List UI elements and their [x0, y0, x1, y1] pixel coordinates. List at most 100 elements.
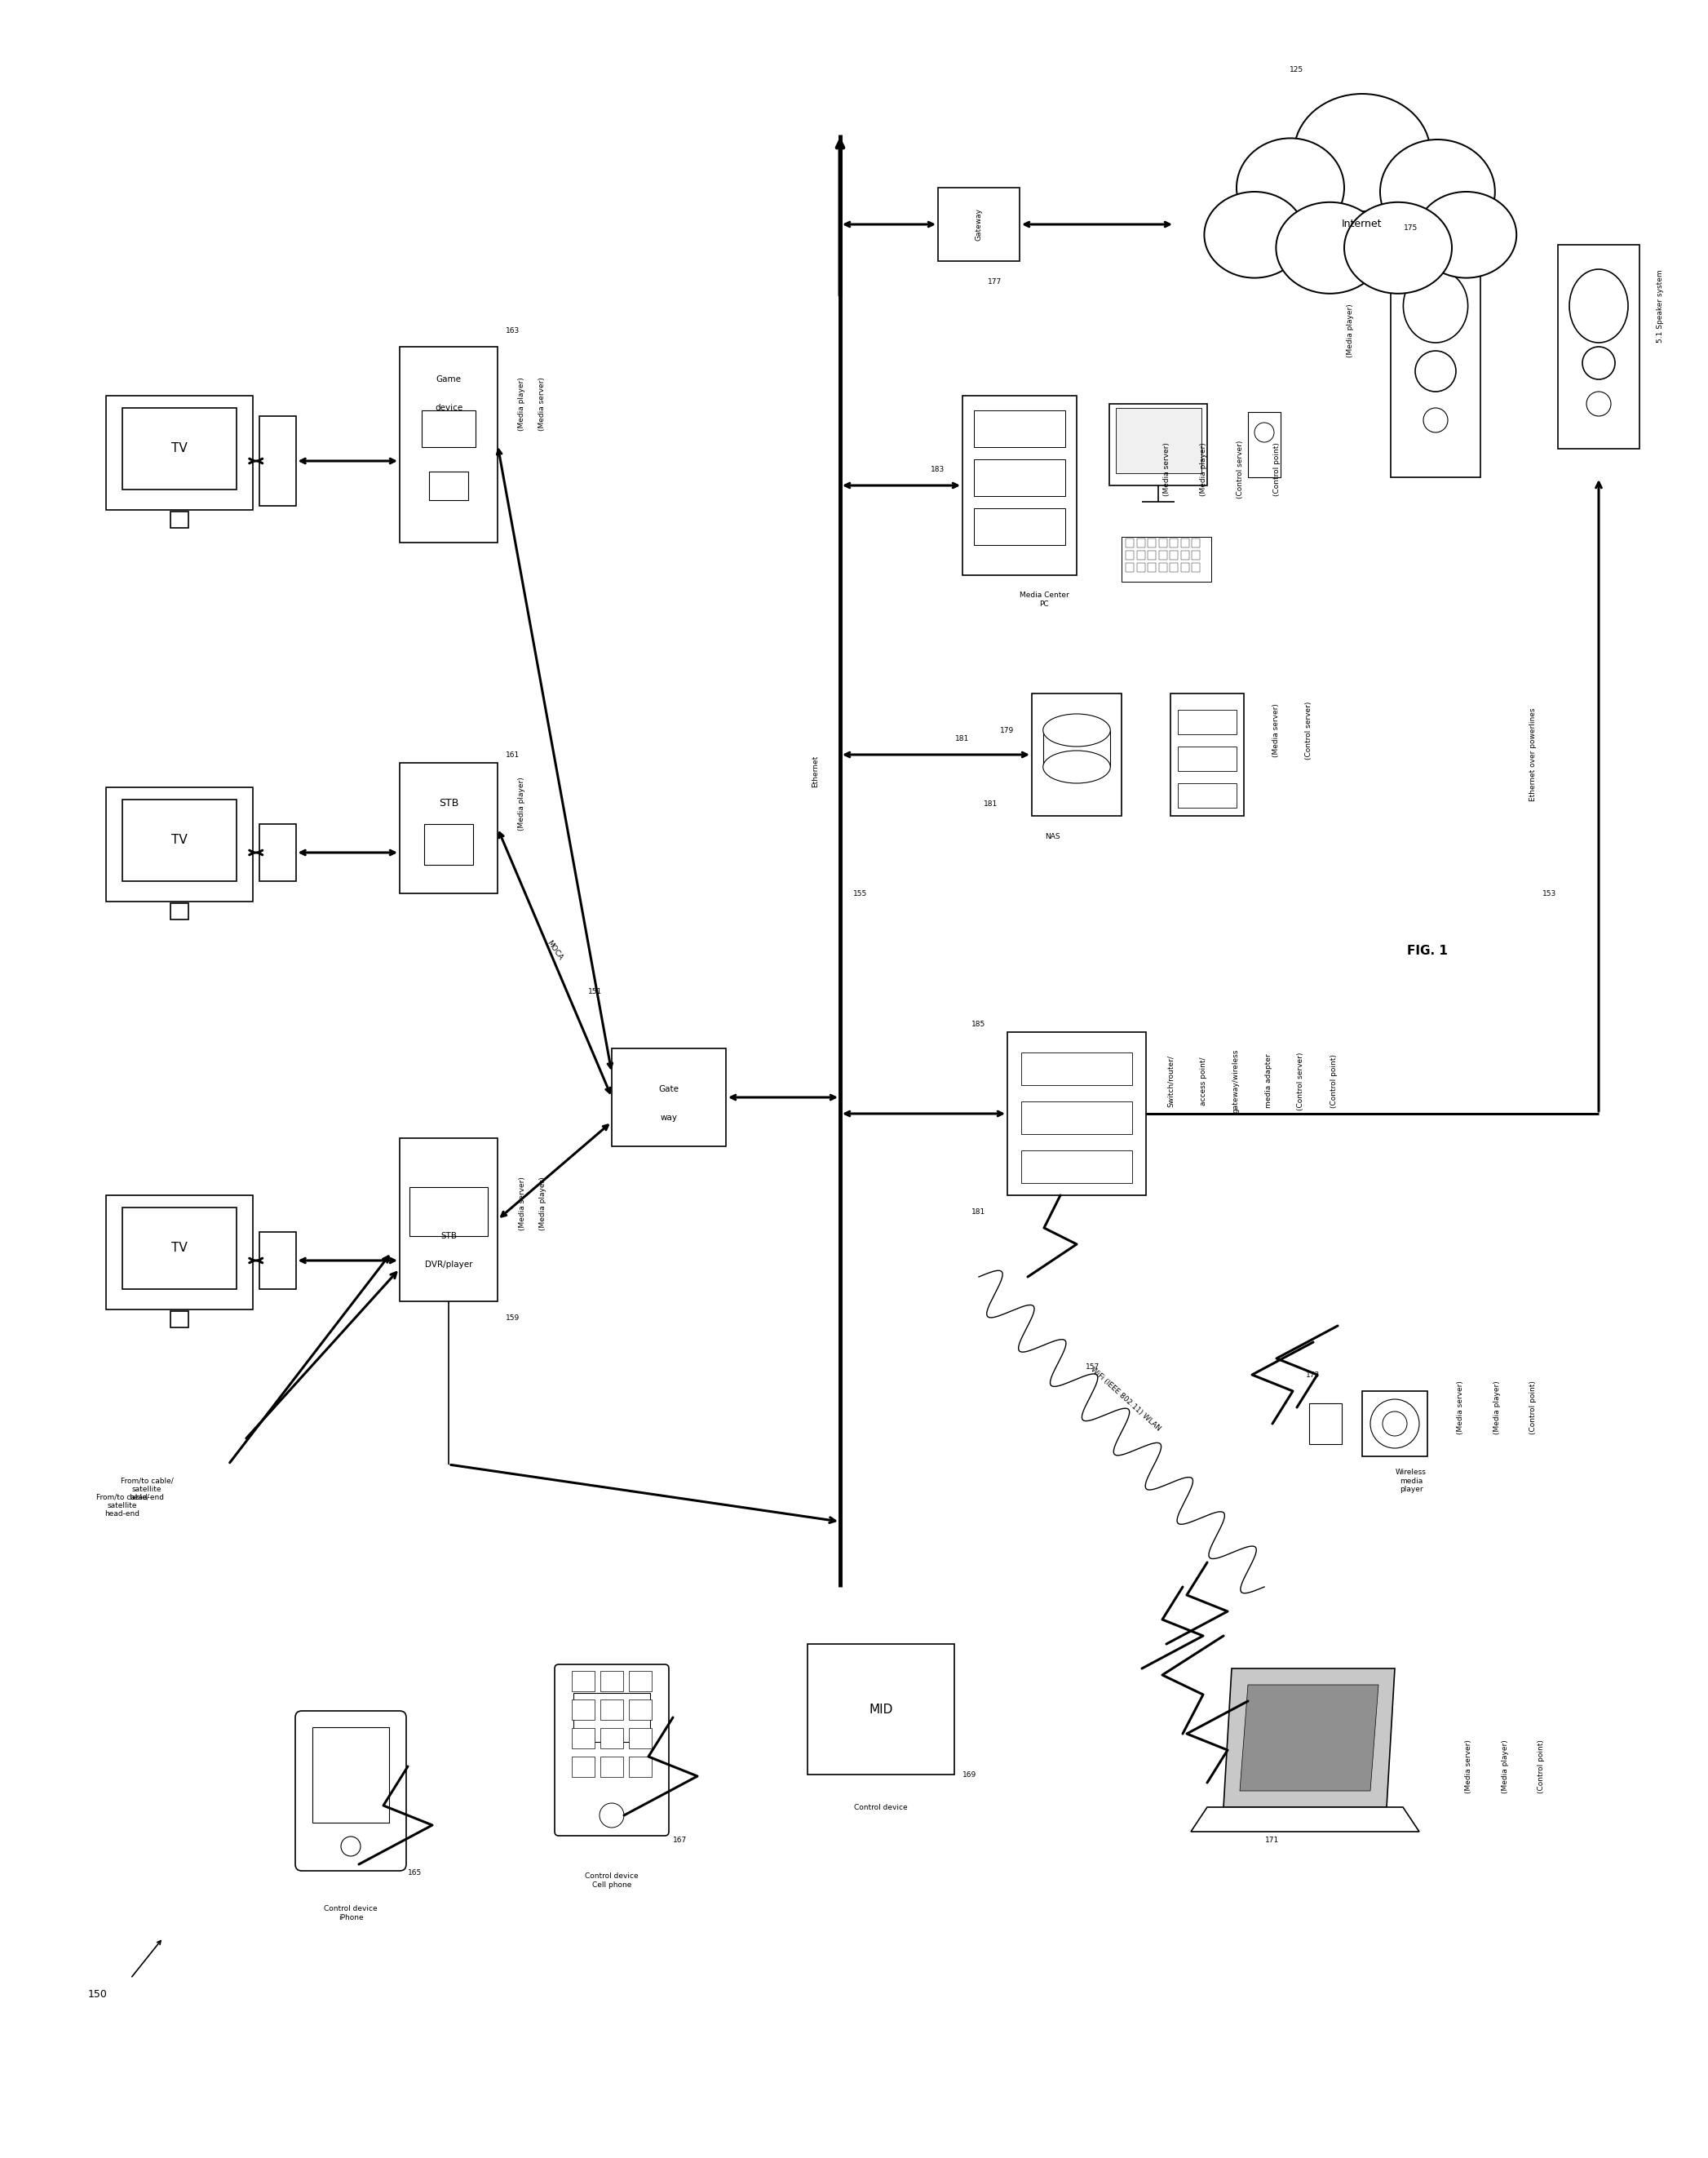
Text: (Media player): (Media player) [518, 378, 526, 432]
Text: DVR/player: DVR/player [425, 1260, 473, 1269]
FancyBboxPatch shape [974, 410, 1066, 447]
Text: 181: 181 [984, 801, 997, 807]
Ellipse shape [1044, 751, 1110, 783]
FancyBboxPatch shape [424, 824, 473, 865]
Circle shape [1423, 408, 1448, 432]
Polygon shape [1240, 1685, 1378, 1791]
Text: (Media server): (Media server) [1272, 704, 1281, 757]
Text: (Control point): (Control point) [1331, 1053, 1337, 1107]
FancyBboxPatch shape [1136, 537, 1144, 546]
FancyBboxPatch shape [171, 904, 188, 919]
Ellipse shape [1416, 192, 1517, 278]
Text: 159: 159 [506, 1314, 519, 1321]
Text: 169: 169 [963, 1772, 977, 1778]
Text: (Media server): (Media server) [518, 1176, 526, 1230]
Text: Game: Game [436, 375, 461, 384]
FancyBboxPatch shape [1179, 710, 1237, 734]
Text: (Media player): (Media player) [538, 1176, 547, 1230]
Text: (Media player): (Media player) [1199, 442, 1208, 496]
FancyBboxPatch shape [938, 188, 1020, 261]
Text: 173: 173 [1307, 1370, 1320, 1379]
Text: WiFi (IEEE 802.11) WLAN: WiFi (IEEE 802.11) WLAN [1090, 1366, 1161, 1433]
FancyBboxPatch shape [260, 824, 295, 880]
FancyBboxPatch shape [1148, 537, 1156, 546]
Ellipse shape [1295, 93, 1430, 211]
Text: Control device
Cell phone: Control device Cell phone [584, 1873, 639, 1888]
Ellipse shape [1204, 192, 1305, 278]
Text: TV: TV [171, 1243, 188, 1254]
Text: (Media server): (Media server) [1464, 1739, 1472, 1793]
FancyBboxPatch shape [1148, 550, 1156, 559]
Text: Internet: Internet [1342, 220, 1382, 229]
FancyBboxPatch shape [1158, 537, 1167, 546]
FancyBboxPatch shape [1170, 550, 1179, 559]
Text: 151: 151 [588, 988, 603, 995]
FancyBboxPatch shape [974, 460, 1066, 496]
Ellipse shape [1570, 270, 1628, 343]
FancyBboxPatch shape [572, 1698, 594, 1720]
Text: 153: 153 [1542, 889, 1556, 898]
FancyBboxPatch shape [1148, 563, 1156, 572]
Text: 5.1 Speaker system: 5.1 Speaker system [1657, 270, 1664, 343]
Text: way: way [661, 1114, 678, 1122]
FancyBboxPatch shape [1192, 563, 1199, 572]
Text: FIG. 1: FIG. 1 [1407, 945, 1448, 956]
Text: (Control server): (Control server) [1298, 1051, 1305, 1109]
FancyBboxPatch shape [1558, 244, 1640, 449]
FancyBboxPatch shape [1170, 537, 1179, 546]
Text: TV: TV [171, 835, 188, 846]
Text: (Media player): (Media player) [1501, 1739, 1508, 1793]
Text: (Control server): (Control server) [1237, 440, 1243, 498]
FancyBboxPatch shape [1122, 537, 1211, 581]
FancyBboxPatch shape [572, 1729, 594, 1748]
Text: Gate: Gate [659, 1085, 680, 1094]
FancyBboxPatch shape [1115, 408, 1201, 473]
Text: (Media player): (Media player) [1493, 1381, 1500, 1435]
Polygon shape [1223, 1668, 1395, 1806]
Text: (Control point): (Control point) [1537, 1739, 1546, 1793]
Text: 177: 177 [987, 278, 1003, 285]
FancyBboxPatch shape [1032, 693, 1122, 816]
Ellipse shape [1380, 140, 1494, 244]
FancyBboxPatch shape [600, 1698, 623, 1720]
Text: Ethernet over powerlines: Ethernet over powerlines [1530, 708, 1537, 801]
Text: Media Center
PC: Media Center PC [1020, 591, 1069, 609]
FancyBboxPatch shape [106, 788, 253, 902]
FancyBboxPatch shape [1108, 404, 1208, 486]
Text: 167: 167 [673, 1836, 687, 1843]
FancyBboxPatch shape [1363, 1392, 1428, 1457]
FancyBboxPatch shape [400, 347, 497, 542]
FancyBboxPatch shape [1179, 783, 1237, 807]
FancyBboxPatch shape [572, 1670, 594, 1692]
FancyBboxPatch shape [1136, 563, 1144, 572]
Text: (Control point): (Control point) [1530, 1381, 1537, 1435]
Ellipse shape [1044, 714, 1110, 747]
FancyBboxPatch shape [1180, 550, 1189, 559]
FancyBboxPatch shape [1136, 550, 1144, 559]
Text: Control device: Control device [854, 1804, 907, 1811]
Text: From/to cable/
satellite
head-end: From/to cable/ satellite head-end [96, 1493, 149, 1517]
Circle shape [1582, 347, 1616, 380]
Text: 161: 161 [506, 751, 519, 757]
Text: 181: 181 [972, 1208, 986, 1215]
FancyBboxPatch shape [1170, 693, 1243, 816]
FancyBboxPatch shape [106, 395, 253, 509]
Text: (Media server): (Media server) [1163, 442, 1170, 496]
FancyBboxPatch shape [629, 1757, 652, 1776]
FancyBboxPatch shape [1249, 412, 1281, 477]
FancyBboxPatch shape [963, 395, 1076, 576]
FancyBboxPatch shape [600, 1670, 623, 1692]
FancyBboxPatch shape [260, 1232, 295, 1288]
Text: MOCA: MOCA [545, 939, 564, 962]
Text: media adapter: media adapter [1264, 1053, 1272, 1109]
FancyBboxPatch shape [123, 408, 237, 490]
Circle shape [1382, 1411, 1407, 1435]
FancyBboxPatch shape [629, 1670, 652, 1692]
FancyBboxPatch shape [600, 1757, 623, 1776]
Text: MID: MID [869, 1703, 893, 1716]
Circle shape [1416, 352, 1455, 391]
FancyBboxPatch shape [1158, 563, 1167, 572]
Text: 163: 163 [506, 326, 519, 334]
Text: Control device
iPhone: Control device iPhone [325, 1906, 377, 1921]
FancyBboxPatch shape [260, 416, 295, 505]
